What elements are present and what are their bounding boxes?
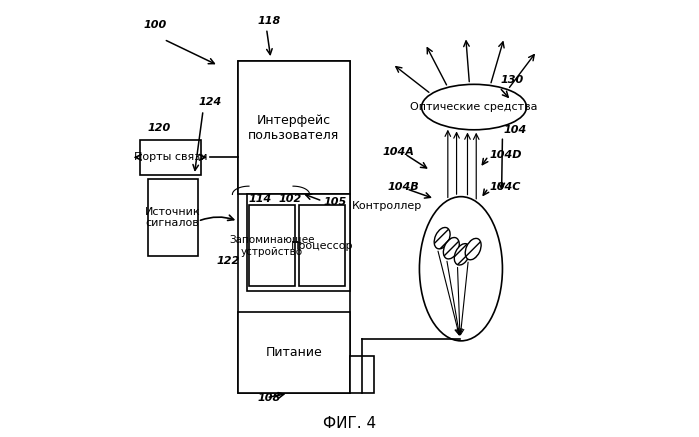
Ellipse shape	[434, 227, 450, 249]
Text: Контроллер: Контроллер	[352, 201, 422, 211]
Text: 108: 108	[258, 393, 281, 403]
Text: 124: 124	[199, 97, 222, 107]
Text: 104A: 104A	[383, 147, 415, 157]
Text: 104: 104	[503, 125, 526, 135]
Text: Источник
сигналов: Источник сигналов	[145, 207, 201, 228]
Bar	[238, 312, 350, 393]
Text: 118: 118	[258, 16, 281, 26]
Text: 105: 105	[323, 198, 347, 208]
Text: Процессор: Процессор	[291, 241, 354, 251]
Text: 104B: 104B	[388, 182, 419, 192]
Text: ФИГ. 4: ФИГ. 4	[323, 416, 376, 430]
Bar	[249, 205, 295, 286]
Ellipse shape	[454, 243, 470, 265]
Text: Запоминающее
устройство: Запоминающее устройство	[229, 235, 315, 257]
Text: 114: 114	[248, 194, 271, 205]
Ellipse shape	[443, 237, 459, 259]
Text: 104D: 104D	[489, 150, 522, 160]
Bar	[238, 61, 350, 194]
Text: 104C: 104C	[489, 182, 521, 192]
Text: 100: 100	[143, 21, 166, 31]
Text: 102: 102	[279, 194, 302, 205]
Text: Питание: Питание	[266, 347, 322, 359]
Ellipse shape	[421, 84, 526, 130]
Bar	[247, 194, 350, 291]
Text: Оптические средства: Оптические средства	[410, 102, 538, 112]
Bar	[350, 356, 373, 393]
Text: Интерфейс
пользователя: Интерфейс пользователя	[248, 114, 340, 142]
Text: 122: 122	[216, 257, 240, 267]
Bar	[299, 205, 345, 286]
Text: 130: 130	[500, 75, 524, 85]
Bar	[238, 61, 350, 393]
Text: Порты связи: Порты связи	[134, 153, 207, 162]
Ellipse shape	[466, 238, 481, 260]
Bar	[140, 140, 201, 175]
Ellipse shape	[419, 197, 503, 341]
Text: 120: 120	[147, 123, 171, 133]
Bar	[147, 179, 198, 256]
